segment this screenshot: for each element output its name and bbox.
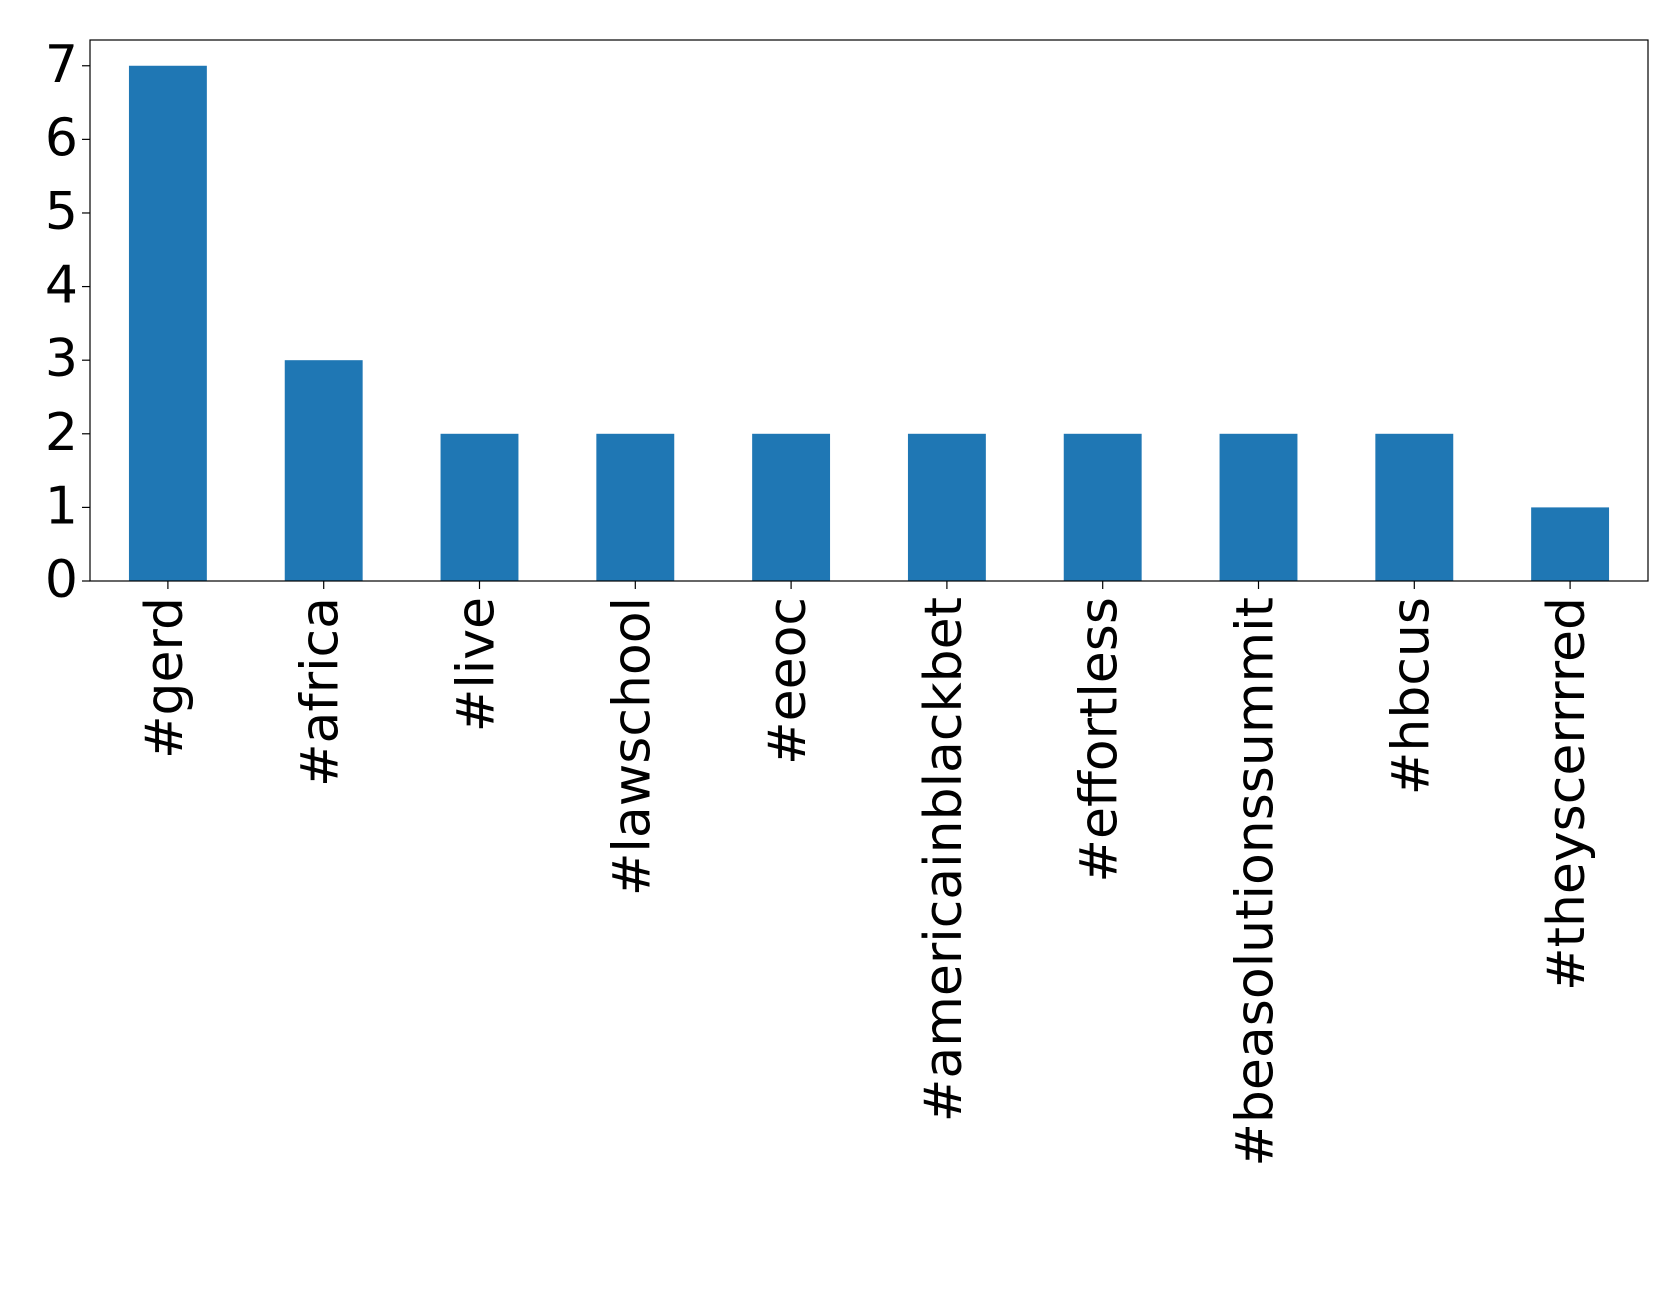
x-tick-label: #lawschool [602,597,662,896]
y-tick-label: 1 [45,476,78,536]
y-tick-label: 5 [45,182,78,242]
bar [1375,433,1454,581]
y-tick-label: 2 [45,403,78,463]
bar [284,360,363,581]
y-tick-label: 3 [45,329,78,389]
bar [1063,433,1142,581]
bar [440,433,519,581]
y-tick-label: 6 [45,108,78,168]
plot-frame [89,39,1649,582]
y-tick-label: 7 [45,35,78,95]
bar [1219,433,1298,581]
x-tick-label: #americainblackbet [914,597,974,1122]
x-tick-label: #beasolutionssummit [1226,597,1286,1167]
x-tick-label: #live [447,597,507,732]
x-tick-label: #effortless [1070,597,1130,883]
bar [596,433,675,581]
x-tick-label: #gerd [135,597,195,759]
bar [907,433,986,581]
bar [1531,507,1610,581]
x-tick-label: #africa [291,597,351,787]
x-tick-label: #theyscerrrred [1537,597,1597,991]
y-tick-label: 4 [45,256,78,316]
x-tick-label: #eeoc [758,597,818,765]
x-tick-label: #hbcus [1381,597,1441,795]
y-tick-label: 0 [45,550,78,610]
bar [128,65,207,581]
bar [752,433,831,581]
